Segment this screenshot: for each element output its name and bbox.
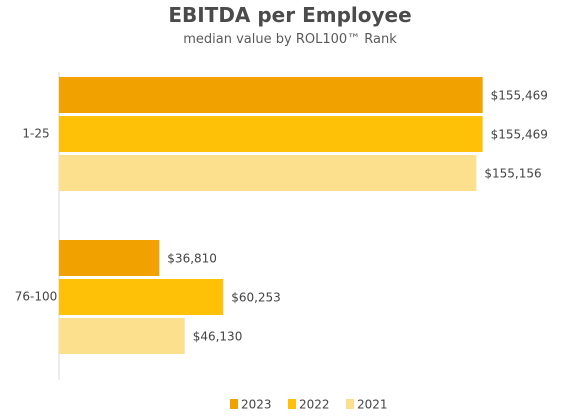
legend-swatch (346, 399, 354, 409)
legend-label: 2021 (357, 398, 388, 412)
bar-value-label: $36,810 (167, 252, 217, 266)
bar (59, 279, 224, 315)
bar (59, 155, 477, 191)
legend-label: 2022 (299, 398, 330, 412)
bar (59, 116, 483, 152)
bar-value-label: $155,469 (491, 89, 548, 103)
bar-value-label: $60,253 (231, 291, 281, 305)
bar-value-label: $46,130 (193, 330, 243, 344)
legend: 2023 2022 2021 (230, 398, 388, 412)
chart-title: EBITDA per Employee (168, 3, 411, 27)
category-label: 76-100 (15, 290, 58, 304)
value-labels-layer: $155,469 $155,469 $155,156 $36,810 $60,253 $4… (167, 89, 548, 344)
legend-label: 2023 (241, 398, 272, 412)
bar-value-label: $155,156 (484, 167, 541, 181)
bar-value-label: $155,469 (491, 128, 548, 142)
chart-subtitle: median value by ROL100™ Rank (183, 32, 397, 47)
category-labels-layer: 1-25 76-100 (15, 127, 58, 304)
bar (59, 240, 160, 276)
bar (59, 77, 483, 113)
bars-layer (59, 77, 483, 354)
legend-swatch (288, 399, 296, 409)
category-label: 1-25 (22, 127, 49, 141)
legend-swatch (230, 399, 238, 409)
bar (59, 318, 185, 354)
